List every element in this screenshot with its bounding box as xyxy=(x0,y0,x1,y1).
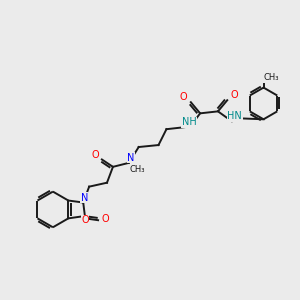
Text: CH₃: CH₃ xyxy=(264,73,279,82)
Text: O: O xyxy=(91,150,99,160)
Text: HN: HN xyxy=(227,111,242,121)
Text: N: N xyxy=(127,153,134,163)
Text: O: O xyxy=(179,92,187,101)
Text: N: N xyxy=(80,193,88,202)
Text: O: O xyxy=(231,89,238,100)
Text: O: O xyxy=(81,215,89,225)
Text: CH₃: CH₃ xyxy=(130,165,146,174)
Text: O: O xyxy=(101,214,109,224)
Text: NH: NH xyxy=(182,117,196,127)
